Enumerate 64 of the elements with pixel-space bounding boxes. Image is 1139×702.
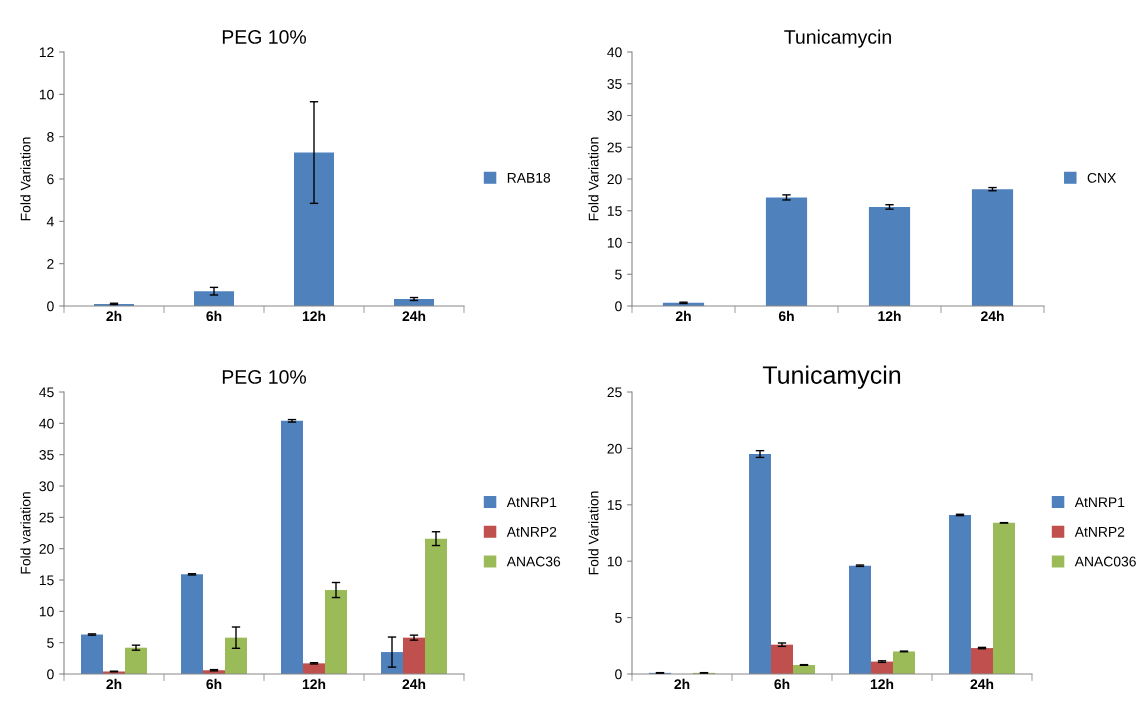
x-tick-label: 2h [675,310,691,321]
chart-title: Tunicamycin [762,365,901,389]
x-tick-label: 2h [674,678,690,689]
y-tick-label: 10 [39,89,54,100]
x-tick-label: 24h [402,310,426,321]
y-tick-label: 30 [39,481,54,492]
legend-label: ANAC36 [506,556,561,567]
x-tick-label: 6h [778,310,794,322]
y-tick-label: 4 [46,216,54,227]
legend-label: AtNRP2 [506,526,557,537]
y-tick-label: 12 [39,47,54,58]
x-tick-label: 24h [981,310,1004,321]
x-tick-label: 2h [106,310,122,321]
y-axis-title: Fold Variation [588,137,599,221]
y-tick-label: 5 [615,269,622,280]
y-tick-label: 0 [47,301,54,312]
y-axis-title: Fold Variation [20,137,31,221]
legend-label: AtNRP1 [1074,497,1125,508]
y-axis-title: Fold Variation [588,491,599,575]
y-tick-label: 10 [607,556,622,567]
y-tick-label: 10 [39,606,54,617]
y-tick-label: 6 [47,174,54,185]
y-tick-label: 10 [607,237,622,248]
x-tick-label: 12h [302,310,326,321]
chart-title: PEG 10% [222,30,306,44]
x-tick-label: 6h [774,678,790,690]
y-tick-label: 20 [607,443,622,454]
y-tick-label: 25 [39,512,54,523]
y-tick-label: 15 [607,500,622,510]
y-tick-label: 5 [615,613,622,623]
y-tick-label: 25 [607,142,622,153]
x-tick-label: 24h [970,678,994,689]
y-tick-label: 5 [47,638,54,648]
y-tick-label: 20 [607,174,622,185]
legend-label: ANAC036 [1074,556,1136,567]
x-tick-label: 24h [402,678,426,689]
x-tick-label: 12h [870,678,894,689]
y-tick-label: 15 [607,206,622,216]
y-tick-label: 35 [607,79,622,89]
y-tick-label: 30 [607,110,622,121]
y-tick-label: 15 [39,575,54,586]
x-tick-label: 12h [878,310,901,321]
y-tick-label: 0 [615,301,622,312]
y-tick-label: 0 [615,669,622,680]
chart-title: PEG 10% [222,370,306,384]
legend-label: CNX [1087,172,1116,183]
legend-label: AtNRP1 [506,497,557,508]
y-tick-label: 25 [607,387,622,398]
y-axis-title: Fold variation [20,492,31,574]
y-tick-label: 40 [607,47,622,58]
y-tick-label: 2 [47,259,54,269]
legend-label: RAB18 [507,172,551,183]
x-tick-label: 2h [106,678,122,689]
y-tick-label: 8 [47,132,54,142]
y-tick-label: 45 [39,387,54,398]
x-tick-label: 6h [206,310,222,322]
chart-title: Tunicamycin [784,29,891,48]
x-tick-label: 6h [206,678,222,690]
legend-label: AtNRP2 [1074,526,1125,537]
y-tick-label: 0 [47,669,54,680]
y-tick-label: 35 [39,450,54,460]
y-tick-label: 40 [39,418,54,429]
y-tick-label: 20 [39,544,54,554]
x-tick-label: 12h [302,678,326,689]
